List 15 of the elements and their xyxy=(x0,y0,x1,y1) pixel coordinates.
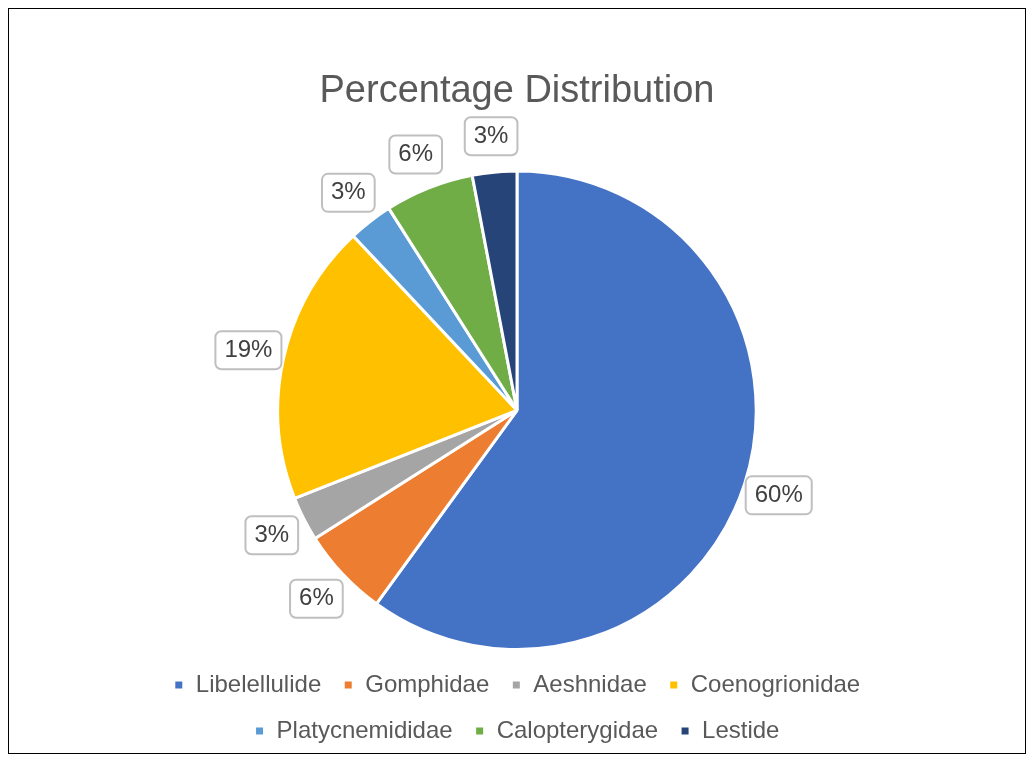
data-label: 6% xyxy=(299,583,334,611)
data-label: 19% xyxy=(224,334,273,362)
legend-label: Calopterygidae xyxy=(496,715,659,743)
legend-label: Platycnemididae xyxy=(276,715,453,743)
data-label: 60% xyxy=(754,479,803,507)
data-label: 3% xyxy=(330,177,366,205)
chart-title: Percentage Distribution xyxy=(319,68,715,111)
data-label: 3% xyxy=(473,120,509,148)
legend-label: Coenogrionidae xyxy=(690,669,861,697)
legend-label: Gomphidae xyxy=(365,669,490,697)
legend-label: Aeshnidae xyxy=(533,669,647,697)
legend-label: Lestide xyxy=(702,715,780,743)
data-label: 3% xyxy=(254,519,290,547)
legend-label: Libelellulide xyxy=(195,669,322,697)
data-label: 6% xyxy=(398,139,434,167)
